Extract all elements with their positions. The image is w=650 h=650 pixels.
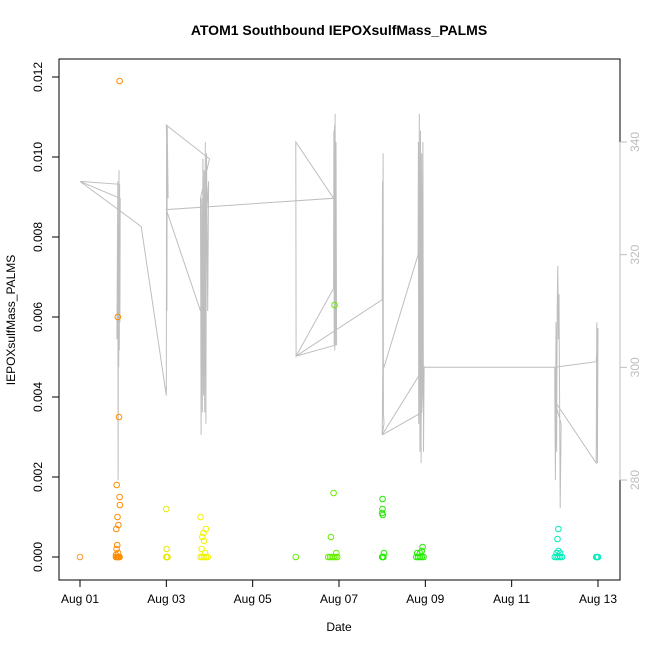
- scatter-point: [555, 547, 562, 555]
- scatter-point: [379, 505, 386, 513]
- scatter-point: [333, 553, 341, 561]
- scatter-point: [418, 547, 426, 555]
- scatter-point: [116, 77, 123, 85]
- scatter-point: [556, 549, 564, 557]
- scatter-point: [164, 553, 171, 561]
- y2-tick-label: 320: [628, 244, 642, 264]
- x-tick-label: Aug 03: [147, 592, 185, 606]
- y-tick-label: 0.004: [31, 382, 45, 412]
- scatter-point: [333, 549, 340, 557]
- scatter-point: [555, 525, 562, 533]
- scatter-point: [163, 505, 170, 513]
- scatter-point: [379, 495, 386, 503]
- scatter-point: [331, 301, 338, 309]
- scatter-point: [113, 545, 120, 553]
- y-tick-label: 0.006: [31, 302, 45, 332]
- scatter-point: [115, 413, 123, 421]
- scatter-point: [553, 549, 560, 557]
- scatter-point: [113, 481, 120, 489]
- x-tick-label: Aug 05: [234, 592, 272, 606]
- x-axis-label: Date: [326, 620, 352, 634]
- scatter-point: [380, 553, 387, 561]
- y-tick-label: 0.008: [31, 222, 45, 252]
- scatter-point: [76, 553, 84, 561]
- scatter-point: [114, 313, 122, 321]
- scatter-point: [554, 535, 561, 543]
- scatter-point: [594, 553, 602, 561]
- scatter-point: [416, 549, 424, 557]
- x-tick-label: Aug 07: [320, 592, 358, 606]
- y-axis-label: IEPOXsulfMass_PALMS: [4, 255, 18, 386]
- y2-tick-label: 280: [628, 470, 642, 490]
- scatter-point: [380, 549, 388, 557]
- x-tick-label: Aug 01: [61, 592, 99, 606]
- y2-tick-label: 340: [628, 132, 642, 152]
- scatter-point: [116, 501, 124, 509]
- scatter-point: [198, 545, 205, 553]
- y-tick-label: 0.012: [31, 62, 45, 92]
- x-tick-label: Aug 13: [579, 592, 617, 606]
- scatter-point: [558, 553, 566, 561]
- scatter-point: [114, 549, 122, 557]
- scatter-point: [330, 489, 337, 497]
- scatter-point: [197, 513, 204, 521]
- scatter-point: [292, 553, 300, 561]
- scatter-point: [327, 533, 335, 541]
- y2-tick-label: 300: [628, 357, 642, 377]
- line-trace: [79, 113, 599, 509]
- scatter-point: [419, 543, 426, 551]
- scatter-point: [115, 521, 122, 529]
- scatter-point: [420, 553, 427, 561]
- x-tick-label: Aug 11: [493, 592, 530, 606]
- scatter-point: [163, 545, 170, 553]
- scatter-point: [202, 525, 210, 533]
- y-tick-label: 0.002: [31, 462, 45, 492]
- scatter-point: [379, 511, 387, 519]
- scatter-point: [200, 553, 208, 561]
- scatter-point: [556, 553, 564, 561]
- scatter-point: [114, 513, 121, 521]
- chart-title: ATOM1 Southbound IEPOXsulfMass_PALMS: [191, 22, 487, 38]
- y2-axis: 280 300 320 340: [619, 132, 642, 490]
- scatter-point: [116, 553, 123, 561]
- plot-frame: [58, 58, 621, 581]
- x-axis: Aug 01 Aug 03 Aug 05 Aug 07 Aug 09 Aug 11 Aug …: [61, 579, 617, 606]
- scatter-point: [199, 533, 206, 541]
- scatter-point: [332, 553, 339, 561]
- scatter-point: [200, 537, 208, 545]
- scatter-point: [204, 553, 211, 561]
- y-tick-label: 0.010: [31, 142, 45, 172]
- scatter-point: [116, 493, 123, 501]
- scatter-point: [202, 553, 210, 561]
- scatter-series: [76, 77, 602, 561]
- line-series: [79, 113, 599, 509]
- scatter-point: [113, 541, 121, 549]
- y-axis: 0.000 0.002 0.004 0.006 0.008 0.010 0.012: [31, 62, 60, 572]
- y-tick-label: 0.000: [31, 542, 45, 572]
- x-tick-label: Aug 09: [406, 592, 444, 606]
